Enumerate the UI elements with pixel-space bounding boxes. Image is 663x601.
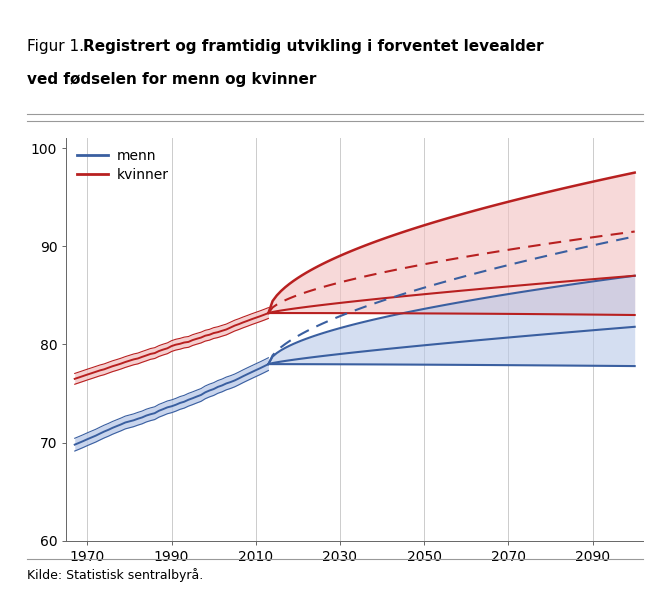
Text: ved fødselen for menn og kvinner: ved fødselen for menn og kvinner xyxy=(27,72,316,87)
Text: Registrert og framtidig utvikling i forventet levealder: Registrert og framtidig utvikling i forv… xyxy=(83,39,544,54)
Text: Figur 1.: Figur 1. xyxy=(27,39,88,54)
Text: Kilde: Statistisk sentralbyrå.: Kilde: Statistisk sentralbyrå. xyxy=(27,568,203,582)
Legend: menn, kvinner: menn, kvinner xyxy=(73,145,172,186)
